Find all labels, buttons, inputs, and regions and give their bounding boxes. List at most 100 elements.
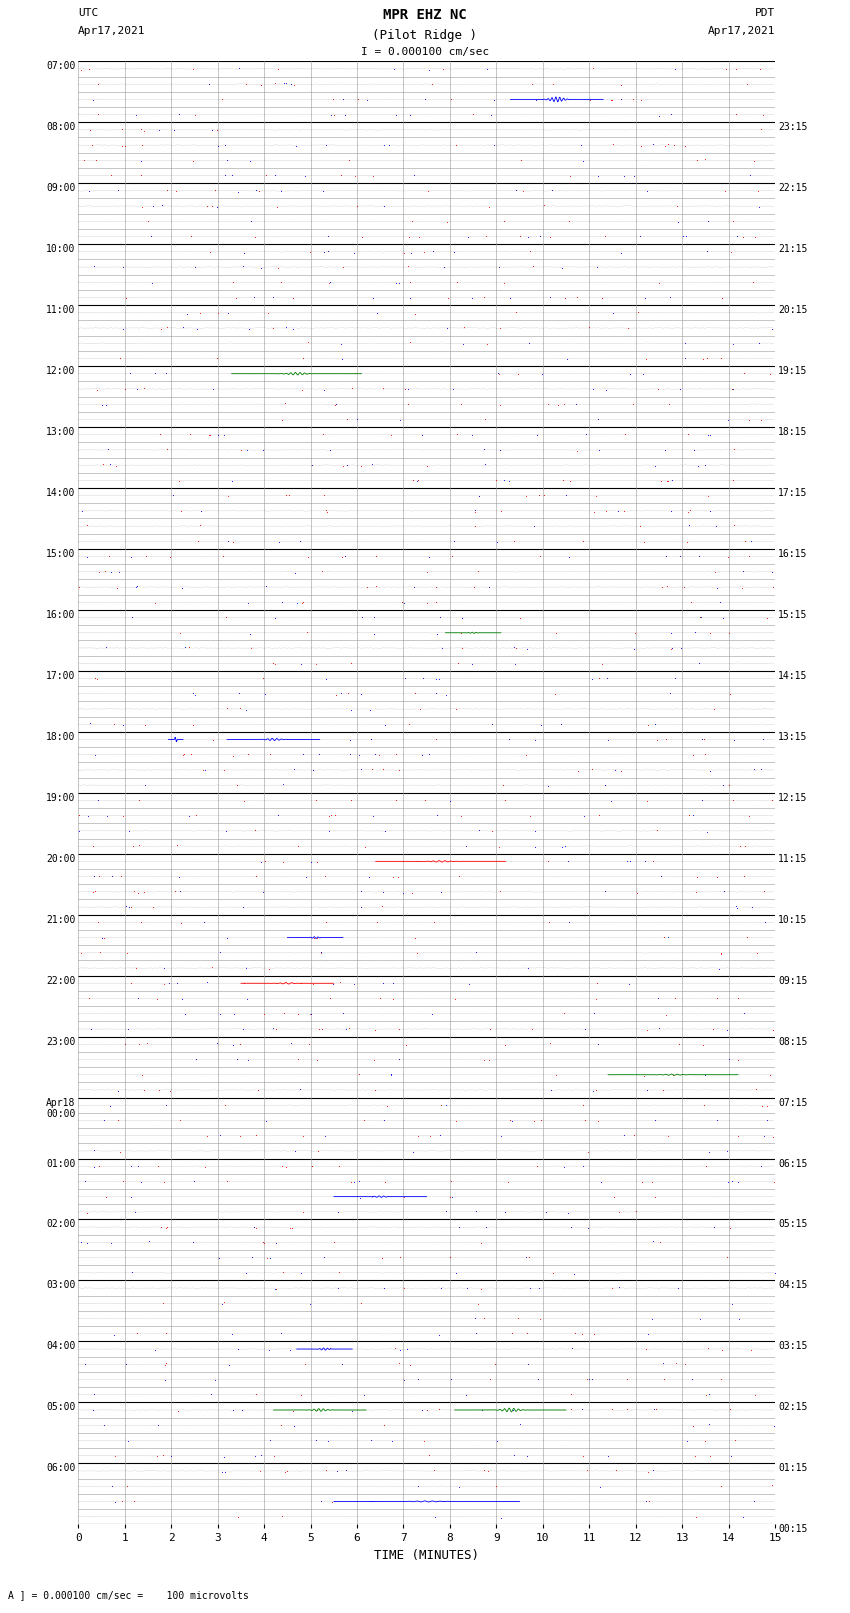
- Point: [150, 986, 164, 1011]
- Point: [592, 802, 606, 827]
- Point: [645, 1169, 659, 1195]
- Point: [139, 711, 152, 737]
- Point: [650, 818, 664, 844]
- Point: [647, 1397, 660, 1423]
- Point: [702, 1139, 716, 1165]
- Point: [611, 498, 625, 524]
- Point: [250, 1215, 264, 1240]
- Point: [400, 1336, 414, 1361]
- Point: [198, 1153, 212, 1179]
- Point: [497, 208, 511, 234]
- Point: [587, 1000, 601, 1026]
- Point: [88, 665, 102, 690]
- Point: [665, 102, 678, 127]
- Point: [86, 1397, 99, 1423]
- Point: [176, 742, 190, 768]
- Point: [236, 894, 250, 919]
- Point: [669, 1350, 683, 1376]
- Point: [652, 1015, 666, 1040]
- Point: [595, 650, 609, 676]
- Point: [614, 758, 627, 784]
- Point: [558, 1153, 571, 1179]
- Point: [193, 300, 207, 326]
- Point: [605, 87, 619, 113]
- Point: [587, 498, 601, 524]
- Point: [660, 468, 674, 494]
- Point: [348, 971, 361, 997]
- Point: [378, 711, 392, 737]
- Point: [309, 848, 323, 874]
- Point: [664, 636, 677, 661]
- Point: [293, 527, 307, 553]
- Point: [157, 971, 171, 997]
- Point: [205, 192, 218, 218]
- Point: [598, 773, 612, 798]
- Point: [532, 482, 546, 508]
- Point: [118, 132, 132, 158]
- Point: [729, 56, 743, 82]
- Point: [579, 1016, 592, 1042]
- Point: [570, 758, 584, 784]
- Point: [727, 466, 740, 492]
- Point: [220, 1168, 234, 1194]
- Point: [215, 85, 229, 111]
- Point: [246, 1245, 259, 1271]
- Point: [286, 1398, 299, 1424]
- Point: [714, 940, 728, 966]
- Point: [376, 376, 389, 402]
- Point: [315, 1016, 329, 1042]
- Point: [267, 284, 280, 310]
- Point: [528, 818, 541, 844]
- Point: [276, 771, 290, 797]
- Point: [377, 1107, 391, 1132]
- Point: [493, 316, 507, 342]
- Point: [728, 436, 741, 461]
- Point: [145, 894, 159, 919]
- Point: [725, 1292, 739, 1318]
- Point: [319, 497, 332, 523]
- Point: [173, 1108, 187, 1134]
- Point: [760, 1107, 774, 1132]
- Point: [129, 102, 143, 127]
- Point: [656, 1077, 670, 1103]
- Point: [270, 194, 284, 219]
- Point: [357, 1108, 371, 1134]
- Point: [259, 163, 273, 189]
- Point: [213, 939, 227, 965]
- Point: [423, 1123, 437, 1148]
- Point: [427, 910, 440, 936]
- Point: [666, 636, 679, 661]
- Point: [678, 345, 692, 371]
- Point: [75, 498, 88, 524]
- Point: [156, 1442, 170, 1468]
- Point: [257, 1000, 270, 1026]
- Point: [72, 574, 86, 600]
- Point: [433, 1123, 446, 1148]
- Point: [297, 1198, 310, 1224]
- Point: [681, 498, 694, 524]
- Point: [146, 194, 160, 219]
- Point: [351, 87, 365, 113]
- Point: [492, 834, 506, 860]
- Point: [483, 574, 496, 600]
- Point: [244, 208, 258, 234]
- Point: [280, 71, 293, 97]
- Point: [578, 1107, 592, 1132]
- Point: [552, 392, 565, 418]
- Point: [160, 177, 173, 203]
- Point: [263, 955, 276, 981]
- Point: [534, 544, 547, 569]
- Point: [162, 969, 176, 995]
- Point: [88, 863, 101, 889]
- Point: [391, 865, 405, 890]
- Point: [665, 468, 678, 494]
- Point: [131, 879, 145, 905]
- Point: [221, 529, 235, 555]
- Point: [477, 437, 490, 463]
- Point: [256, 879, 269, 905]
- Point: [220, 695, 234, 721]
- Point: [730, 895, 744, 921]
- Point: [738, 834, 751, 860]
- Point: [532, 1276, 546, 1302]
- Point: [468, 497, 482, 523]
